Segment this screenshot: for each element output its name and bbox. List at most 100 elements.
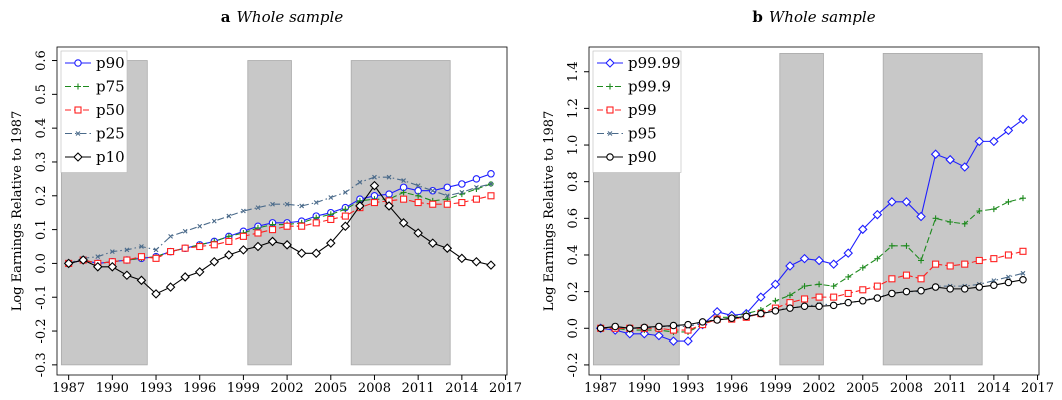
marker	[845, 273, 852, 280]
marker	[607, 131, 613, 136]
legend-label: p90	[628, 148, 657, 166]
x-tick-label: 2014	[977, 381, 1010, 396]
marker	[398, 218, 409, 228]
marker	[122, 270, 132, 281]
legend-label: p95	[628, 125, 657, 143]
marker	[917, 275, 925, 283]
marker	[299, 203, 305, 209]
marker	[757, 309, 765, 318]
panel-title: a Whole sample	[221, 8, 344, 26]
marker	[355, 201, 365, 211]
y-tick-label: 1.4	[566, 61, 581, 82]
marker	[770, 279, 781, 290]
marker	[668, 336, 679, 346]
marker	[888, 289, 896, 298]
marker	[975, 256, 983, 265]
marker	[312, 219, 320, 227]
marker	[255, 205, 261, 211]
marker	[815, 293, 823, 301]
marker	[742, 312, 751, 321]
marker	[930, 149, 941, 159]
y-tick-label: 0.6	[566, 208, 581, 229]
marker	[786, 292, 793, 299]
marker	[830, 293, 838, 301]
marker	[902, 287, 911, 296]
marker	[829, 301, 838, 310]
marker	[888, 242, 895, 249]
marker	[472, 175, 481, 183]
marker	[606, 153, 614, 161]
x-tick-label: 2005	[314, 381, 347, 396]
marker	[816, 281, 823, 288]
plot-frame	[588, 46, 1040, 376]
marker	[74, 59, 82, 67]
marker	[771, 307, 780, 315]
x-tick-label: 1999	[227, 381, 260, 396]
marker	[626, 324, 634, 333]
marker	[486, 260, 496, 270]
x-tick-label: 1996	[715, 381, 748, 396]
marker	[181, 244, 189, 252]
series-line	[600, 272, 1024, 329]
marker	[109, 249, 115, 254]
marker	[828, 259, 839, 269]
marker	[669, 321, 678, 330]
marker	[284, 201, 290, 207]
y-axis-label: Log Earnings Relative to 1987	[542, 111, 557, 312]
legend-label: p99	[628, 101, 657, 119]
marker	[960, 285, 969, 293]
marker	[182, 228, 188, 234]
marker	[1018, 114, 1028, 125]
marker	[931, 283, 940, 291]
legend-label: p99.9	[628, 78, 671, 96]
marker	[429, 200, 437, 208]
marker	[458, 198, 466, 207]
marker	[283, 222, 291, 230]
marker	[640, 323, 649, 332]
marker	[254, 229, 262, 237]
legend-label: p10	[96, 148, 125, 166]
marker	[989, 136, 999, 147]
marker	[976, 208, 983, 214]
marker	[859, 297, 867, 305]
marker	[415, 192, 422, 199]
marker	[1005, 198, 1012, 205]
x-tick-label: 2017	[1021, 381, 1054, 396]
marker	[1006, 274, 1011, 280]
marker	[342, 190, 348, 195]
marker	[270, 201, 275, 207]
marker	[370, 198, 379, 207]
marker	[74, 106, 82, 114]
marker	[474, 184, 479, 190]
marker	[430, 188, 436, 194]
marker	[859, 264, 866, 271]
marker	[1019, 275, 1027, 284]
marker	[194, 267, 205, 277]
marker	[107, 262, 118, 272]
marker	[313, 200, 319, 205]
marker	[457, 253, 467, 264]
marker	[211, 218, 217, 224]
marker	[458, 180, 466, 188]
marker	[413, 228, 423, 238]
legend-label: p25	[96, 125, 125, 143]
y-tick-label: -0.1	[34, 285, 49, 310]
marker	[78, 255, 88, 265]
marker	[874, 255, 881, 262]
marker	[801, 283, 808, 290]
legend-label: p90	[96, 54, 125, 72]
marker	[123, 256, 131, 264]
x-tick-label: 1996	[183, 381, 216, 396]
legend-box	[60, 50, 128, 173]
marker	[932, 215, 939, 222]
marker	[607, 83, 613, 90]
marker	[946, 262, 954, 270]
y-tick-label: 0.6	[34, 50, 49, 71]
x-tick-label: 1993	[671, 381, 704, 396]
panel-letter: b	[752, 8, 763, 26]
marker	[606, 106, 614, 114]
marker	[800, 295, 809, 303]
marker	[887, 197, 897, 207]
marker	[1004, 278, 1013, 287]
